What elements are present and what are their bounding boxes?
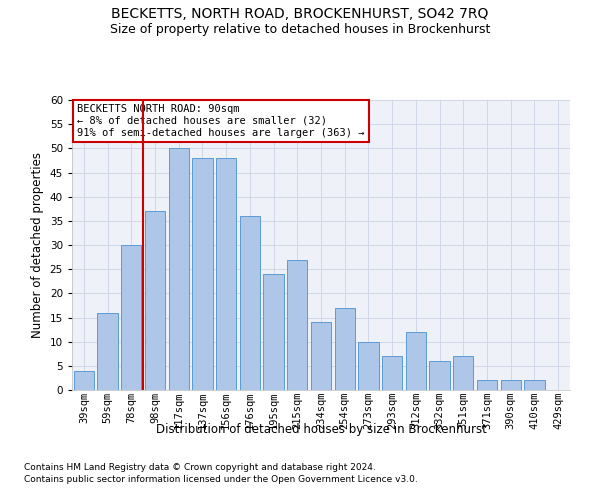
Bar bbox=[240, 216, 260, 390]
Bar bbox=[311, 322, 331, 390]
Bar bbox=[145, 211, 165, 390]
Bar bbox=[97, 312, 118, 390]
Bar bbox=[500, 380, 521, 390]
Text: Contains public sector information licensed under the Open Government Licence v3: Contains public sector information licen… bbox=[24, 474, 418, 484]
Bar bbox=[382, 356, 402, 390]
Bar bbox=[193, 158, 212, 390]
Bar bbox=[430, 361, 449, 390]
Bar bbox=[287, 260, 307, 390]
Bar bbox=[453, 356, 473, 390]
Bar bbox=[121, 245, 142, 390]
Y-axis label: Number of detached properties: Number of detached properties bbox=[31, 152, 44, 338]
Bar bbox=[169, 148, 189, 390]
Text: BECKETTS NORTH ROAD: 90sqm
← 8% of detached houses are smaller (32)
91% of semi-: BECKETTS NORTH ROAD: 90sqm ← 8% of detac… bbox=[77, 104, 364, 138]
Text: Size of property relative to detached houses in Brockenhurst: Size of property relative to detached ho… bbox=[110, 22, 490, 36]
Bar bbox=[74, 370, 94, 390]
Bar bbox=[335, 308, 355, 390]
Bar bbox=[406, 332, 426, 390]
Text: Distribution of detached houses by size in Brockenhurst: Distribution of detached houses by size … bbox=[155, 422, 487, 436]
Bar bbox=[216, 158, 236, 390]
Bar bbox=[477, 380, 497, 390]
Bar bbox=[358, 342, 379, 390]
Bar bbox=[263, 274, 284, 390]
Text: BECKETTS, NORTH ROAD, BROCKENHURST, SO42 7RQ: BECKETTS, NORTH ROAD, BROCKENHURST, SO42… bbox=[112, 8, 488, 22]
Text: Contains HM Land Registry data © Crown copyright and database right 2024.: Contains HM Land Registry data © Crown c… bbox=[24, 464, 376, 472]
Bar bbox=[524, 380, 545, 390]
